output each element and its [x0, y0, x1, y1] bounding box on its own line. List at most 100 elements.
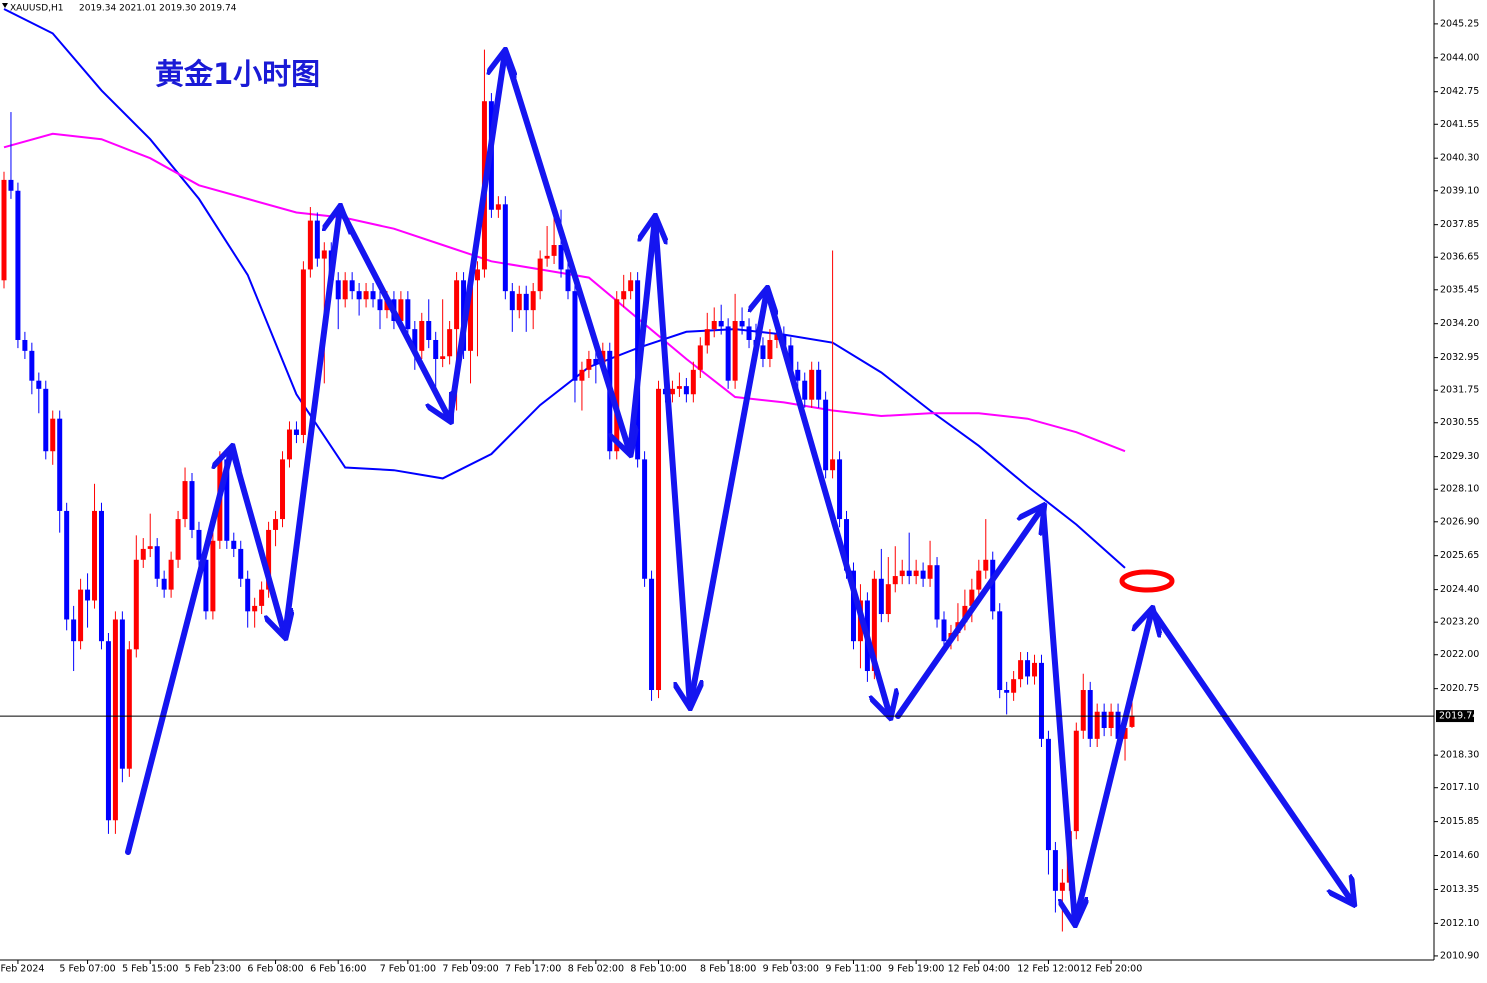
candle-body [725, 326, 731, 381]
y-tick-label: 2035.45 [1440, 284, 1479, 295]
candle-body [830, 459, 836, 471]
candle-body [377, 299, 383, 311]
y-tick-label: 2031.75 [1440, 385, 1479, 396]
candle-body [147, 546, 153, 549]
y-tick-label: 2020.75 [1440, 683, 1479, 694]
x-tick-label: 7 Feb 17:00 [505, 964, 561, 975]
candle-body [43, 388, 49, 452]
candle-body [1045, 738, 1051, 851]
candle-body [683, 386, 689, 395]
candle-body [850, 570, 856, 642]
candle-body [293, 429, 299, 435]
candle-body [356, 291, 362, 300]
candle-body [516, 293, 522, 311]
candle-body [8, 179, 14, 191]
x-tick-label: 5 Feb 15:00 [122, 964, 178, 975]
candle-body [154, 546, 160, 579]
arrow [447, 52, 505, 423]
candle-body [280, 459, 286, 520]
candle-body [495, 204, 501, 210]
y-tick-label: 2025.65 [1440, 550, 1479, 561]
y-tick-label: 2042.75 [1440, 86, 1479, 97]
candle-body [15, 190, 21, 340]
y-tick-label: 2040.30 [1440, 153, 1479, 164]
candle-body [238, 548, 244, 579]
candle-body [426, 320, 432, 340]
candle-body [906, 570, 912, 577]
x-tick-label: 5 Feb 23:00 [185, 964, 241, 975]
candle-body [71, 619, 77, 642]
candle-body [433, 339, 439, 359]
candle-body [962, 605, 968, 623]
candle-body [64, 510, 70, 620]
candle-body [704, 329, 710, 346]
x-tick-label: 12 Feb 04:00 [948, 964, 1010, 975]
x-tick-label: 8 Feb 02:00 [568, 964, 624, 975]
candle-body [405, 299, 411, 330]
candle-body [530, 291, 536, 311]
arrow [895, 507, 1043, 719]
y-tick-label: 2045.25 [1440, 18, 1479, 29]
candle-body [523, 293, 529, 311]
candle-body [349, 280, 355, 292]
candle-body [1025, 660, 1031, 677]
y-tick-label: 2039.10 [1440, 185, 1479, 196]
candle-body [98, 510, 104, 642]
annotation-arrows [125, 52, 1353, 923]
candle-body [273, 519, 279, 530]
y-tick-label: 2012.10 [1440, 918, 1479, 929]
candle-body [711, 320, 717, 330]
candle-body [182, 481, 188, 520]
x-tick-label: 6 Feb 16:00 [310, 964, 366, 975]
x-tick-label: 7 Feb 01:00 [380, 964, 436, 975]
candle-body [927, 565, 933, 579]
candle-body [1073, 730, 1079, 832]
y-tick-label: 2017.10 [1440, 782, 1479, 793]
candle-body [1080, 690, 1086, 731]
x-tick-label: 9 Feb 03:00 [763, 964, 819, 975]
candle-body [871, 578, 877, 672]
candle-body [105, 641, 111, 821]
candle-body [342, 280, 348, 300]
candle-body [983, 559, 989, 571]
x-tick-label: 8 Feb 18:00 [700, 964, 756, 975]
candle-body [558, 245, 564, 270]
candle-body [57, 418, 63, 511]
arrow [1040, 504, 1075, 923]
candle-body [649, 578, 655, 691]
candle-body [628, 280, 634, 292]
last-price-box [1436, 710, 1474, 723]
candle-body [551, 245, 557, 256]
candle-body [809, 369, 815, 400]
y-tick-label: 2022.00 [1440, 649, 1479, 660]
plot-layer: 2045.25 2044.00 2042.75 2041.55 2040.30 2039.… [0, 8, 1479, 975]
candle-body [161, 578, 167, 590]
candle-body [210, 540, 216, 612]
y-tick-label: 2015.85 [1440, 816, 1479, 827]
candle-body [969, 589, 975, 606]
x-tick-label: 5 Feb 07:00 [59, 964, 115, 975]
y-tick-label: 2041.55 [1440, 119, 1479, 130]
candle-body [767, 339, 773, 359]
candle-body [760, 345, 766, 359]
candle-body [537, 258, 543, 292]
candle-body [168, 559, 174, 590]
candle-body [976, 570, 982, 590]
candle-body [1101, 711, 1107, 729]
x-tick-label: 6 Feb 08:00 [247, 964, 303, 975]
arrow [125, 448, 232, 855]
y-tick-label: 2023.20 [1440, 617, 1479, 628]
candle-body [112, 619, 118, 821]
candle-body [892, 576, 898, 585]
target-ellipse [1119, 569, 1175, 593]
candle-body [502, 204, 508, 292]
candle-body [1087, 690, 1093, 739]
candle-body [22, 339, 28, 351]
candle-body [300, 269, 306, 435]
candle-body [231, 540, 237, 549]
candle-body [913, 570, 919, 577]
candle-body [816, 369, 822, 400]
y-tick-label: 2024.40 [1440, 584, 1479, 595]
candle-body [920, 570, 926, 579]
